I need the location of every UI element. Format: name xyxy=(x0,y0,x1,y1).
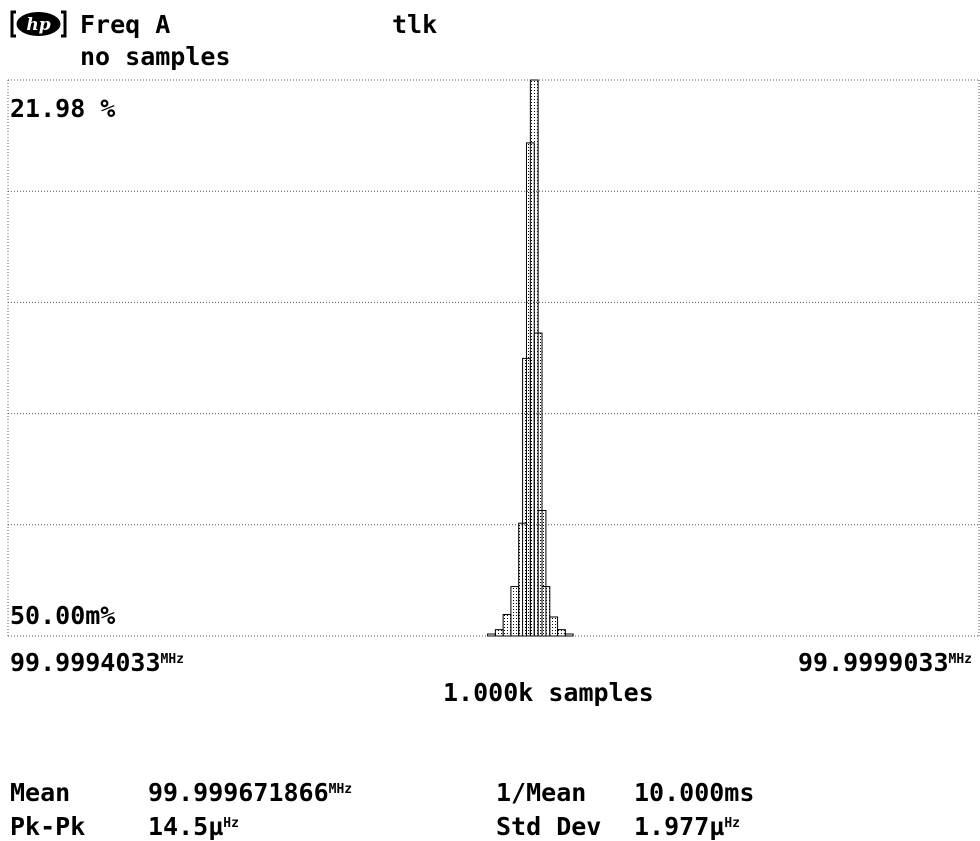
x-left-unit: MHz xyxy=(161,652,184,667)
histogram-bar xyxy=(565,634,573,636)
x-left-label: 99.9994033MHz xyxy=(10,650,184,675)
histogram-bar xyxy=(550,617,558,636)
x-right-value: 99.9999033 xyxy=(798,648,949,677)
histogram-bar xyxy=(542,587,550,636)
pkpk-label: Pk-Pk xyxy=(10,814,85,839)
y-bottom-label: 50.00m% xyxy=(10,603,115,628)
x-right-unit: MHz xyxy=(949,652,972,667)
histogram-bar xyxy=(503,614,511,636)
mean-value: 99.999671866MHz xyxy=(148,780,352,805)
stddev-value: 1.977µHz xyxy=(634,814,740,839)
pkpk-value: 14.5µHz xyxy=(148,814,239,839)
x-right-label: 99.9999033MHz xyxy=(798,650,972,675)
histogram-bars xyxy=(488,80,574,636)
histogram-bar xyxy=(488,634,496,636)
histogram-bar xyxy=(511,587,519,636)
plot-grid xyxy=(8,80,980,636)
samples-count: 1.000k samples xyxy=(443,680,654,705)
histogram-bar xyxy=(495,630,503,636)
y-top-label: 21.98 % xyxy=(10,96,115,121)
mean-label: Mean xyxy=(10,780,70,805)
x-left-value: 99.9994033 xyxy=(10,648,161,677)
inv-mean-label: 1/Mean xyxy=(496,780,586,805)
inv-mean-value: 10.000ms xyxy=(634,780,754,805)
stddev-label: Std Dev xyxy=(496,814,601,839)
histogram-bar xyxy=(558,630,566,636)
